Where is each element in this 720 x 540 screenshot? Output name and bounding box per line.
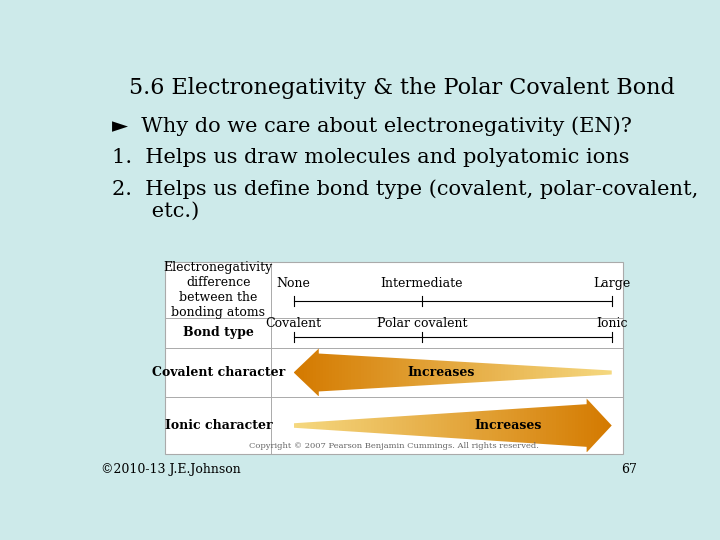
Text: 2.  Helps us define bond type (covalent, polar-covalent,: 2. Helps us define bond type (covalent, …	[112, 179, 698, 199]
Text: Increases: Increases	[474, 419, 542, 432]
Text: Increases: Increases	[408, 366, 475, 379]
Text: None: None	[276, 278, 310, 291]
Text: 67: 67	[621, 463, 637, 476]
Bar	[166, 262, 623, 454]
Text: Copyright © 2007 Pearson Benjamin Cummings. All rights reserved.: Copyright © 2007 Pearson Benjamin Cummin…	[249, 442, 539, 450]
Text: Covalent: Covalent	[266, 316, 322, 329]
Text: Covalent character: Covalent character	[152, 366, 285, 379]
Text: Ionic: Ionic	[596, 316, 628, 329]
Text: 5.6 Electronegativity & the Polar Covalent Bond: 5.6 Electronegativity & the Polar Covale…	[129, 77, 675, 99]
Text: Ionic character: Ionic character	[165, 419, 272, 432]
Text: ©2010-13 J.E.Johnson: ©2010-13 J.E.Johnson	[101, 463, 241, 476]
Text: Polar covalent: Polar covalent	[377, 316, 467, 329]
Text: 1.  Helps us draw molecules and polyatomic ions: 1. Helps us draw molecules and polyatomi…	[112, 148, 630, 167]
Text: Electronegativity
difference
between the
bonding atoms: Electronegativity difference between the…	[163, 261, 273, 319]
Text: ►  Why do we care about electronegativity (EN)?: ► Why do we care about electronegativity…	[112, 117, 632, 137]
Text: Intermediate: Intermediate	[381, 278, 463, 291]
Text: Large: Large	[593, 278, 630, 291]
Text: Bond type: Bond type	[183, 327, 253, 340]
Text: etc.): etc.)	[112, 202, 199, 221]
